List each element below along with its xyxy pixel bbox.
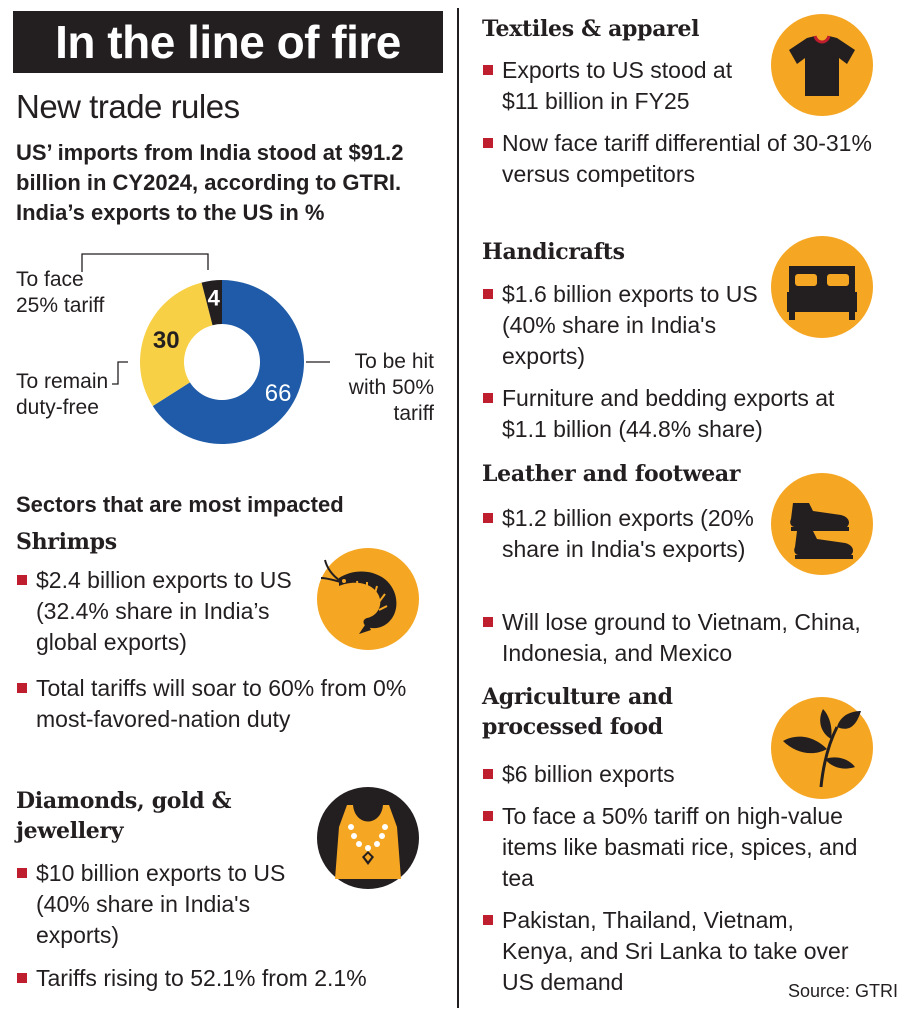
slice-25pct-tariff — [201, 280, 222, 326]
bullet-item: $1.2 billion exports (20% share in India… — [482, 503, 772, 565]
section-heading-textiles: Textiles & apparel — [482, 16, 700, 42]
bullet-list-handicrafts: $1.6 billion exports to US (40% share in… — [482, 279, 772, 381]
bullet-item: Now face tariff differential of 30-31% v… — [482, 128, 882, 190]
necklace-icon — [317, 787, 419, 889]
bullet-list-jewellery: $10 billion exports to US (40% share in … — [16, 858, 316, 960]
bullet-item: $10 billion exports to US (40% share in … — [16, 858, 316, 951]
category-label-50pct: To be hit — [355, 350, 435, 373]
slice-50pct-tariff — [152, 280, 304, 444]
bullet-list-shrimps: $2.4 billion exports to US (32.4% share … — [16, 565, 316, 667]
bullet-item: Furniture and bedding exports at $1.1 bi… — [482, 383, 882, 445]
donut-chart: 66 30 4 To be hit with 50% tariff To remain dut… — [16, 253, 435, 444]
bullet-list-leather: $1.2 billion exports (20% share in India… — [482, 503, 772, 574]
section-heading-shrimps: Shrimps — [16, 529, 117, 555]
bullet-item: Total tariffs will soar to 60% from 0% m… — [16, 673, 426, 735]
bullet-list-textiles: Exports to US stood at $11 billion in FY… — [482, 55, 772, 126]
bullet-list-leather-2: Will lose ground to Vietnam, China, Indo… — [482, 607, 882, 678]
source-note: Source: GTRI — [787, 981, 898, 1001]
section-heading-jewellery: Diamonds, gold & jewellery — [16, 788, 232, 844]
sectors-heading: Sectors that are most impacted — [16, 492, 344, 517]
category-label-25pct: 25% tariff — [16, 294, 104, 317]
tshirt-icon — [771, 14, 873, 116]
subhead: New trade rules — [16, 88, 240, 125]
bullet-item: Pakistan, Thailand, Vietnam, Kenya, and … — [482, 905, 862, 998]
bullet-list-shrimps-2: Total tariffs will soar to 60% from 0% m… — [16, 673, 426, 744]
bullet-item: $1.6 billion exports to US (40% share in… — [482, 279, 772, 372]
bullet-list-agriculture-2: To face a 50% tariff on high-value items… — [482, 801, 882, 903]
value-label-25pct: 4 — [208, 286, 221, 311]
shrimp-icon — [317, 548, 419, 650]
value-label-50pct: 66 — [265, 380, 292, 407]
bed-icon — [771, 236, 873, 338]
tea-leaf-icon — [771, 697, 873, 799]
category-label-duty-free: duty-free — [16, 396, 99, 419]
leader-line-duty-free — [112, 361, 128, 385]
leader-line-25pct — [81, 253, 209, 272]
bullet-list-agriculture: $6 billion exports — [482, 759, 782, 799]
category-label-duty-free: To remain — [16, 370, 108, 393]
section-heading-handicrafts: Handicrafts — [482, 239, 625, 265]
bullet-item: To face a 50% tariff on high-value items… — [482, 801, 882, 894]
category-label-25pct: To face — [16, 268, 84, 291]
intro-text: US’ imports from India stood at $91.2 bi… — [16, 140, 404, 225]
bullet-item: Tariffs rising to 52.1% from 2.1% — [16, 963, 436, 994]
page-title: In the line of fire — [13, 11, 443, 73]
bullet-list-handicrafts-2: Furniture and bedding exports at $1.1 bi… — [482, 383, 882, 454]
column-divider — [457, 8, 459, 1008]
section-heading-agriculture: Agriculture and processed food — [482, 684, 673, 740]
bullet-item: Will lose ground to Vietnam, China, Indo… — [482, 607, 882, 669]
value-label-duty-free: 30 — [153, 327, 180, 354]
slice-duty-free — [140, 282, 213, 406]
section-heading-leather: Leather and footwear — [482, 461, 741, 487]
bullet-list-textiles-2: Now face tariff differential of 30-31% v… — [482, 128, 882, 199]
category-label-50pct: tariff — [394, 402, 435, 425]
shoes-icon — [771, 473, 873, 575]
bullet-item: $6 billion exports — [482, 759, 782, 790]
bullet-list-jewellery-2: Tariffs rising to 52.1% from 2.1% — [16, 963, 436, 1003]
bullet-item: $2.4 billion exports to US (32.4% share … — [16, 565, 316, 658]
category-label-50pct: with 50% — [348, 376, 434, 399]
bullet-item: Exports to US stood at $11 billion in FY… — [482, 55, 772, 117]
bullet-list-agriculture-3: Pakistan, Thailand, Vietnam, Kenya, and … — [482, 905, 862, 1007]
